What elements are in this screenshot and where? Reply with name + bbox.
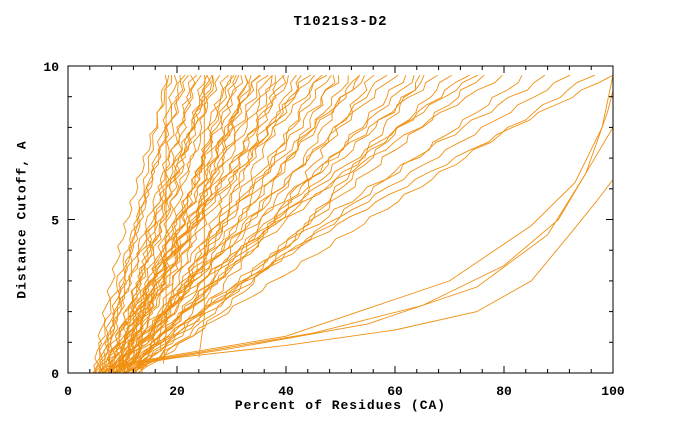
y-tick-label: 5: [51, 214, 59, 229]
x-tick-label: 60: [387, 384, 403, 399]
y-tick-label: 10: [43, 60, 59, 75]
x-tick-label: 40: [278, 384, 294, 399]
x-tick-label: 100: [601, 384, 625, 399]
x-tick-label: 0: [64, 384, 72, 399]
x-tick-label: 80: [496, 384, 512, 399]
y-tick-label: 0: [51, 367, 59, 382]
chart-title: T1021s3-D2: [293, 14, 388, 30]
x-axis-label: Percent of Residues (CA): [234, 398, 447, 413]
x-tick-label: 20: [169, 384, 185, 399]
